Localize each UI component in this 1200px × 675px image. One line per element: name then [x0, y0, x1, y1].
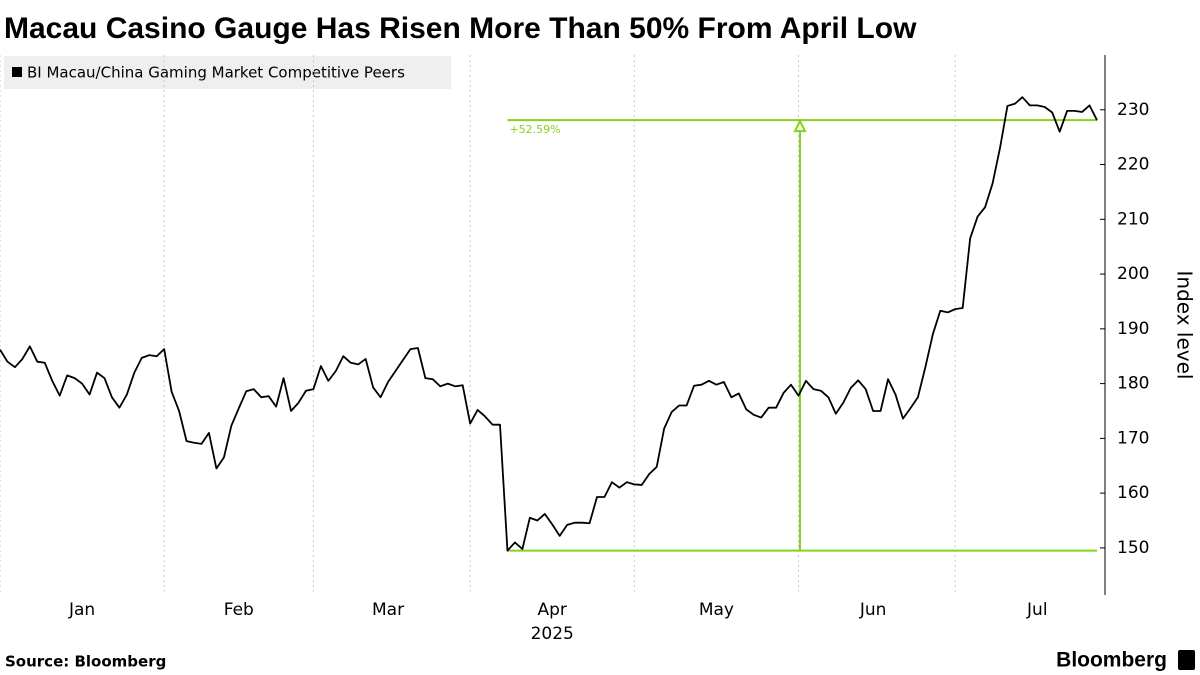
legend-entry: BI Macau/China Gaming Market Competitive…: [27, 64, 405, 82]
y-tick-label: 210: [1117, 209, 1149, 229]
source: Source: Bloomberg: [5, 653, 166, 671]
brand-icon: [1178, 650, 1195, 670]
y-tick-label: 160: [1117, 483, 1149, 503]
x-tick-label: Jul: [1026, 600, 1048, 620]
x-tick-label: Mar: [372, 600, 404, 620]
y-tick-label: 180: [1117, 374, 1149, 394]
series-line: [0, 96, 1098, 552]
x-tick-label: Apr: [538, 600, 567, 620]
annotation-arrowhead: [793, 118, 807, 133]
x-sublabel: 2025: [531, 624, 574, 644]
x-tick-label: May: [699, 600, 734, 620]
y-tick-label: 220: [1117, 155, 1149, 175]
x-tick-label: Feb: [224, 600, 254, 620]
y-tick-label: 190: [1117, 319, 1149, 339]
y-tick-label: 150: [1117, 538, 1149, 558]
y-axis-label: Index level: [1173, 271, 1197, 380]
y-tick-label: 230: [1117, 100, 1149, 120]
y-tick-label: 170: [1117, 428, 1149, 448]
x-tick-label: Jan: [68, 600, 95, 620]
legend-box: [4, 56, 451, 89]
annotation-text: +52.59%: [509, 123, 560, 136]
x-tick-label: Jun: [859, 600, 887, 620]
y-tick-label: 200: [1117, 264, 1149, 284]
brand: Bloomberg: [1056, 649, 1167, 672]
legend-swatch: [12, 67, 22, 77]
chart-title: Macau Casino Gauge Has Risen More Than 5…: [4, 12, 917, 45]
